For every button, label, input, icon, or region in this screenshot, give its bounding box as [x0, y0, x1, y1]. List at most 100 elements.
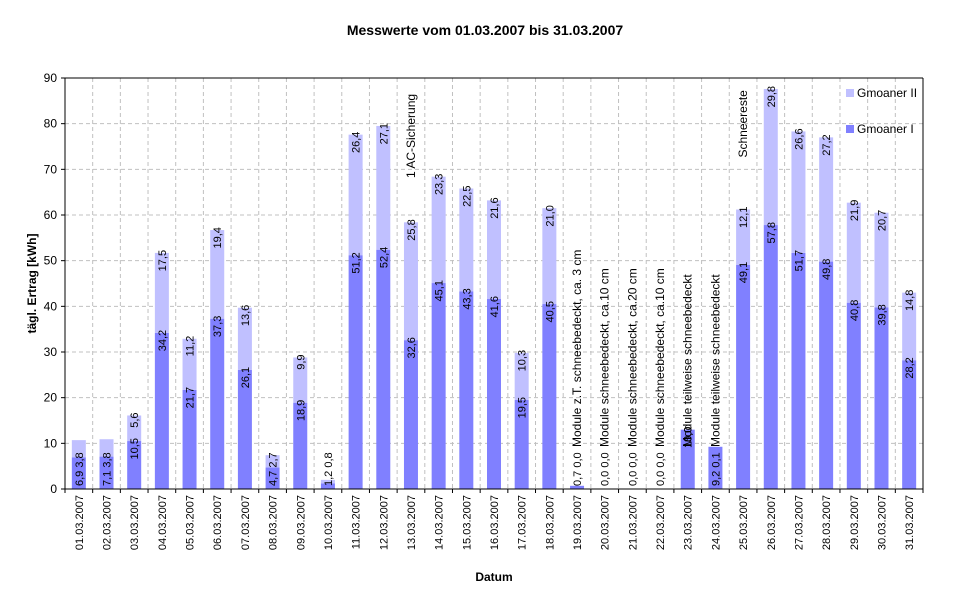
bar-gmoaner-ii — [265, 455, 280, 468]
bar-gmoaner-ii — [210, 230, 225, 319]
data-label-gmoaner-i: 26,1 — [240, 367, 252, 388]
bar-gmoaner-ii — [514, 352, 529, 400]
data-label-gmoaner-ii: 22,5 — [461, 186, 473, 207]
data-label-gmoaner-i: 34,2 — [157, 330, 169, 351]
x-tick-label: 06.03.2007 — [212, 495, 224, 550]
y-tick-label: 20 — [44, 391, 58, 405]
chart-title: Messwerte vom 01.03.2007 bis 31.03.2007 — [346, 22, 624, 38]
bar-gmoaner-i — [99, 456, 114, 489]
bar-gmoaner-i — [320, 483, 335, 489]
data-label-gmoaner-ii: 12,1 — [738, 207, 750, 228]
bar-gmoaner-ii — [902, 292, 917, 361]
bar-gmoaner-i — [348, 255, 363, 489]
bar-gmoaner-i — [708, 446, 723, 489]
data-label-gmoaner-i: 40,8 — [849, 300, 861, 321]
bar-gmoaner-ii — [459, 188, 474, 292]
bar-gmoaner-ii — [819, 137, 834, 262]
bar-gmoaner-i — [293, 402, 308, 489]
bar-gmoaner-ii — [431, 176, 446, 284]
data-label-gmoaner-i: 13,0 — [683, 427, 695, 448]
data-label-gmoaner-ii: 27,1 — [378, 123, 390, 144]
bar-gmoaner-i — [902, 360, 917, 489]
bar-gmoaner-i — [736, 264, 751, 489]
data-label: 1,2 0,8 — [323, 452, 335, 486]
bar-gmoaner-i — [487, 299, 501, 489]
x-tick-label: 15.03.2007 — [461, 495, 473, 550]
data-label-gmoaner-ii: 19,4 — [212, 227, 224, 248]
bar-gmoaner-ii — [542, 208, 557, 305]
data-label-gmoaner-i: 52,4 — [378, 247, 390, 268]
x-tick-label: 14.03.2007 — [434, 495, 446, 550]
x-tick-label: 23.03.2007 — [683, 495, 695, 550]
bar-gmoaner-i — [431, 283, 446, 489]
data-label-gmoaner-ii: 13,6 — [240, 305, 252, 326]
annotation-label: Module schneebedeckt, ca.10 cm — [653, 268, 667, 447]
x-tick-label: 27.03.2007 — [793, 495, 805, 550]
x-tick-label: 04.03.2007 — [157, 495, 169, 550]
data-label-gmoaner-ii: 9,9 — [295, 354, 307, 369]
data-label-gmoaner-i: 19,5 — [517, 397, 529, 418]
data-label-gmoaner-i: 32,6 — [406, 337, 418, 358]
bar-gmoaner-ii — [293, 357, 308, 403]
x-tick-label: 03.03.2007 — [129, 495, 141, 550]
x-tick-label: 17.03.2007 — [517, 495, 529, 550]
x-tick-label: 28.03.2007 — [821, 495, 833, 550]
bar-gmoaner-ii — [99, 439, 114, 457]
bar-gmoaner-i — [846, 302, 861, 489]
data-label: 0,7 0,0 — [572, 452, 584, 486]
data-label-gmoaner-i: 43,3 — [461, 288, 473, 309]
bar-gmoaner-i — [71, 457, 86, 489]
x-tick-label: 25.03.2007 — [738, 495, 750, 550]
bar-gmoaner-i — [874, 307, 889, 489]
bar-gmoaner-ii — [376, 125, 391, 250]
data-label-gmoaner-ii: 17,5 — [157, 250, 169, 271]
x-tick-label: 12.03.2007 — [378, 495, 390, 550]
y-tick-label: 80 — [44, 117, 58, 131]
x-tick-label: 13.03.2007 — [406, 495, 418, 550]
data-label-gmoaner-i: 49,1 — [738, 262, 750, 283]
data-label-gmoaner-ii: 11,2 — [185, 336, 197, 357]
data-label-gmoaner-ii: 21,6 — [489, 197, 501, 218]
y-tick-label: 10 — [44, 436, 58, 450]
x-tick-label: 30.03.2007 — [876, 495, 888, 550]
y-tick-label: 30 — [44, 345, 58, 359]
y-tick-label: 40 — [44, 299, 58, 313]
x-tick-label: 01.03.2007 — [74, 495, 86, 550]
x-tick-label: 29.03.2007 — [849, 495, 861, 550]
bar-gmoaner-ii — [736, 209, 751, 265]
data-label-gmoaner-i: 37,3 — [212, 316, 224, 337]
annotation-label: Schneereste — [736, 90, 750, 158]
x-tick-label: 18.03.2007 — [544, 495, 556, 550]
bar-gmoaner-ii — [487, 200, 501, 300]
y-tick-label: 60 — [44, 208, 58, 222]
bar-gmoaner-ii — [348, 134, 363, 256]
x-tick-label: 05.03.2007 — [185, 495, 197, 550]
bar-gmoaner-ii — [874, 212, 889, 308]
bar-gmoaner-ii — [320, 479, 335, 484]
data-label-gmoaner-ii: 23,3 — [434, 174, 446, 195]
legend-label: Gmoaner II — [857, 86, 917, 100]
annotation-label: Module schneebedeckt, ca.20 cm — [625, 268, 639, 447]
legend-swatch — [846, 125, 854, 133]
data-label-gmoaner-i: 18,9 — [295, 400, 307, 421]
y-tick-label: 0 — [50, 482, 57, 496]
data-label-gmoaner-i: 51,7 — [793, 250, 805, 271]
bar-gmoaner-i — [514, 399, 529, 489]
bar-gmoaner-ii — [182, 338, 197, 390]
data-label-gmoaner-i: 40,5 — [544, 301, 556, 322]
data-label: 6,9 3,8 — [74, 452, 86, 486]
data-label-gmoaner-i: 45,1 — [434, 280, 446, 301]
y-tick-label: 70 — [44, 162, 58, 176]
bar-gmoaner-i — [403, 340, 418, 489]
bar-gmoaner-i — [680, 429, 695, 489]
x-tick-label: 08.03.2007 — [268, 495, 280, 550]
data-label-gmoaner-i: 28,2 — [904, 357, 916, 378]
bar-gmoaner-ii — [763, 88, 778, 226]
legend-swatch — [846, 89, 854, 97]
bar-gmoaner-i — [763, 225, 778, 489]
x-tick-label: 02.03.2007 — [102, 495, 114, 550]
legend-label: Gmoaner I — [857, 122, 914, 136]
bar-gmoaner-ii — [127, 415, 142, 442]
data-label-gmoaner-i: 10,5 — [129, 438, 141, 459]
